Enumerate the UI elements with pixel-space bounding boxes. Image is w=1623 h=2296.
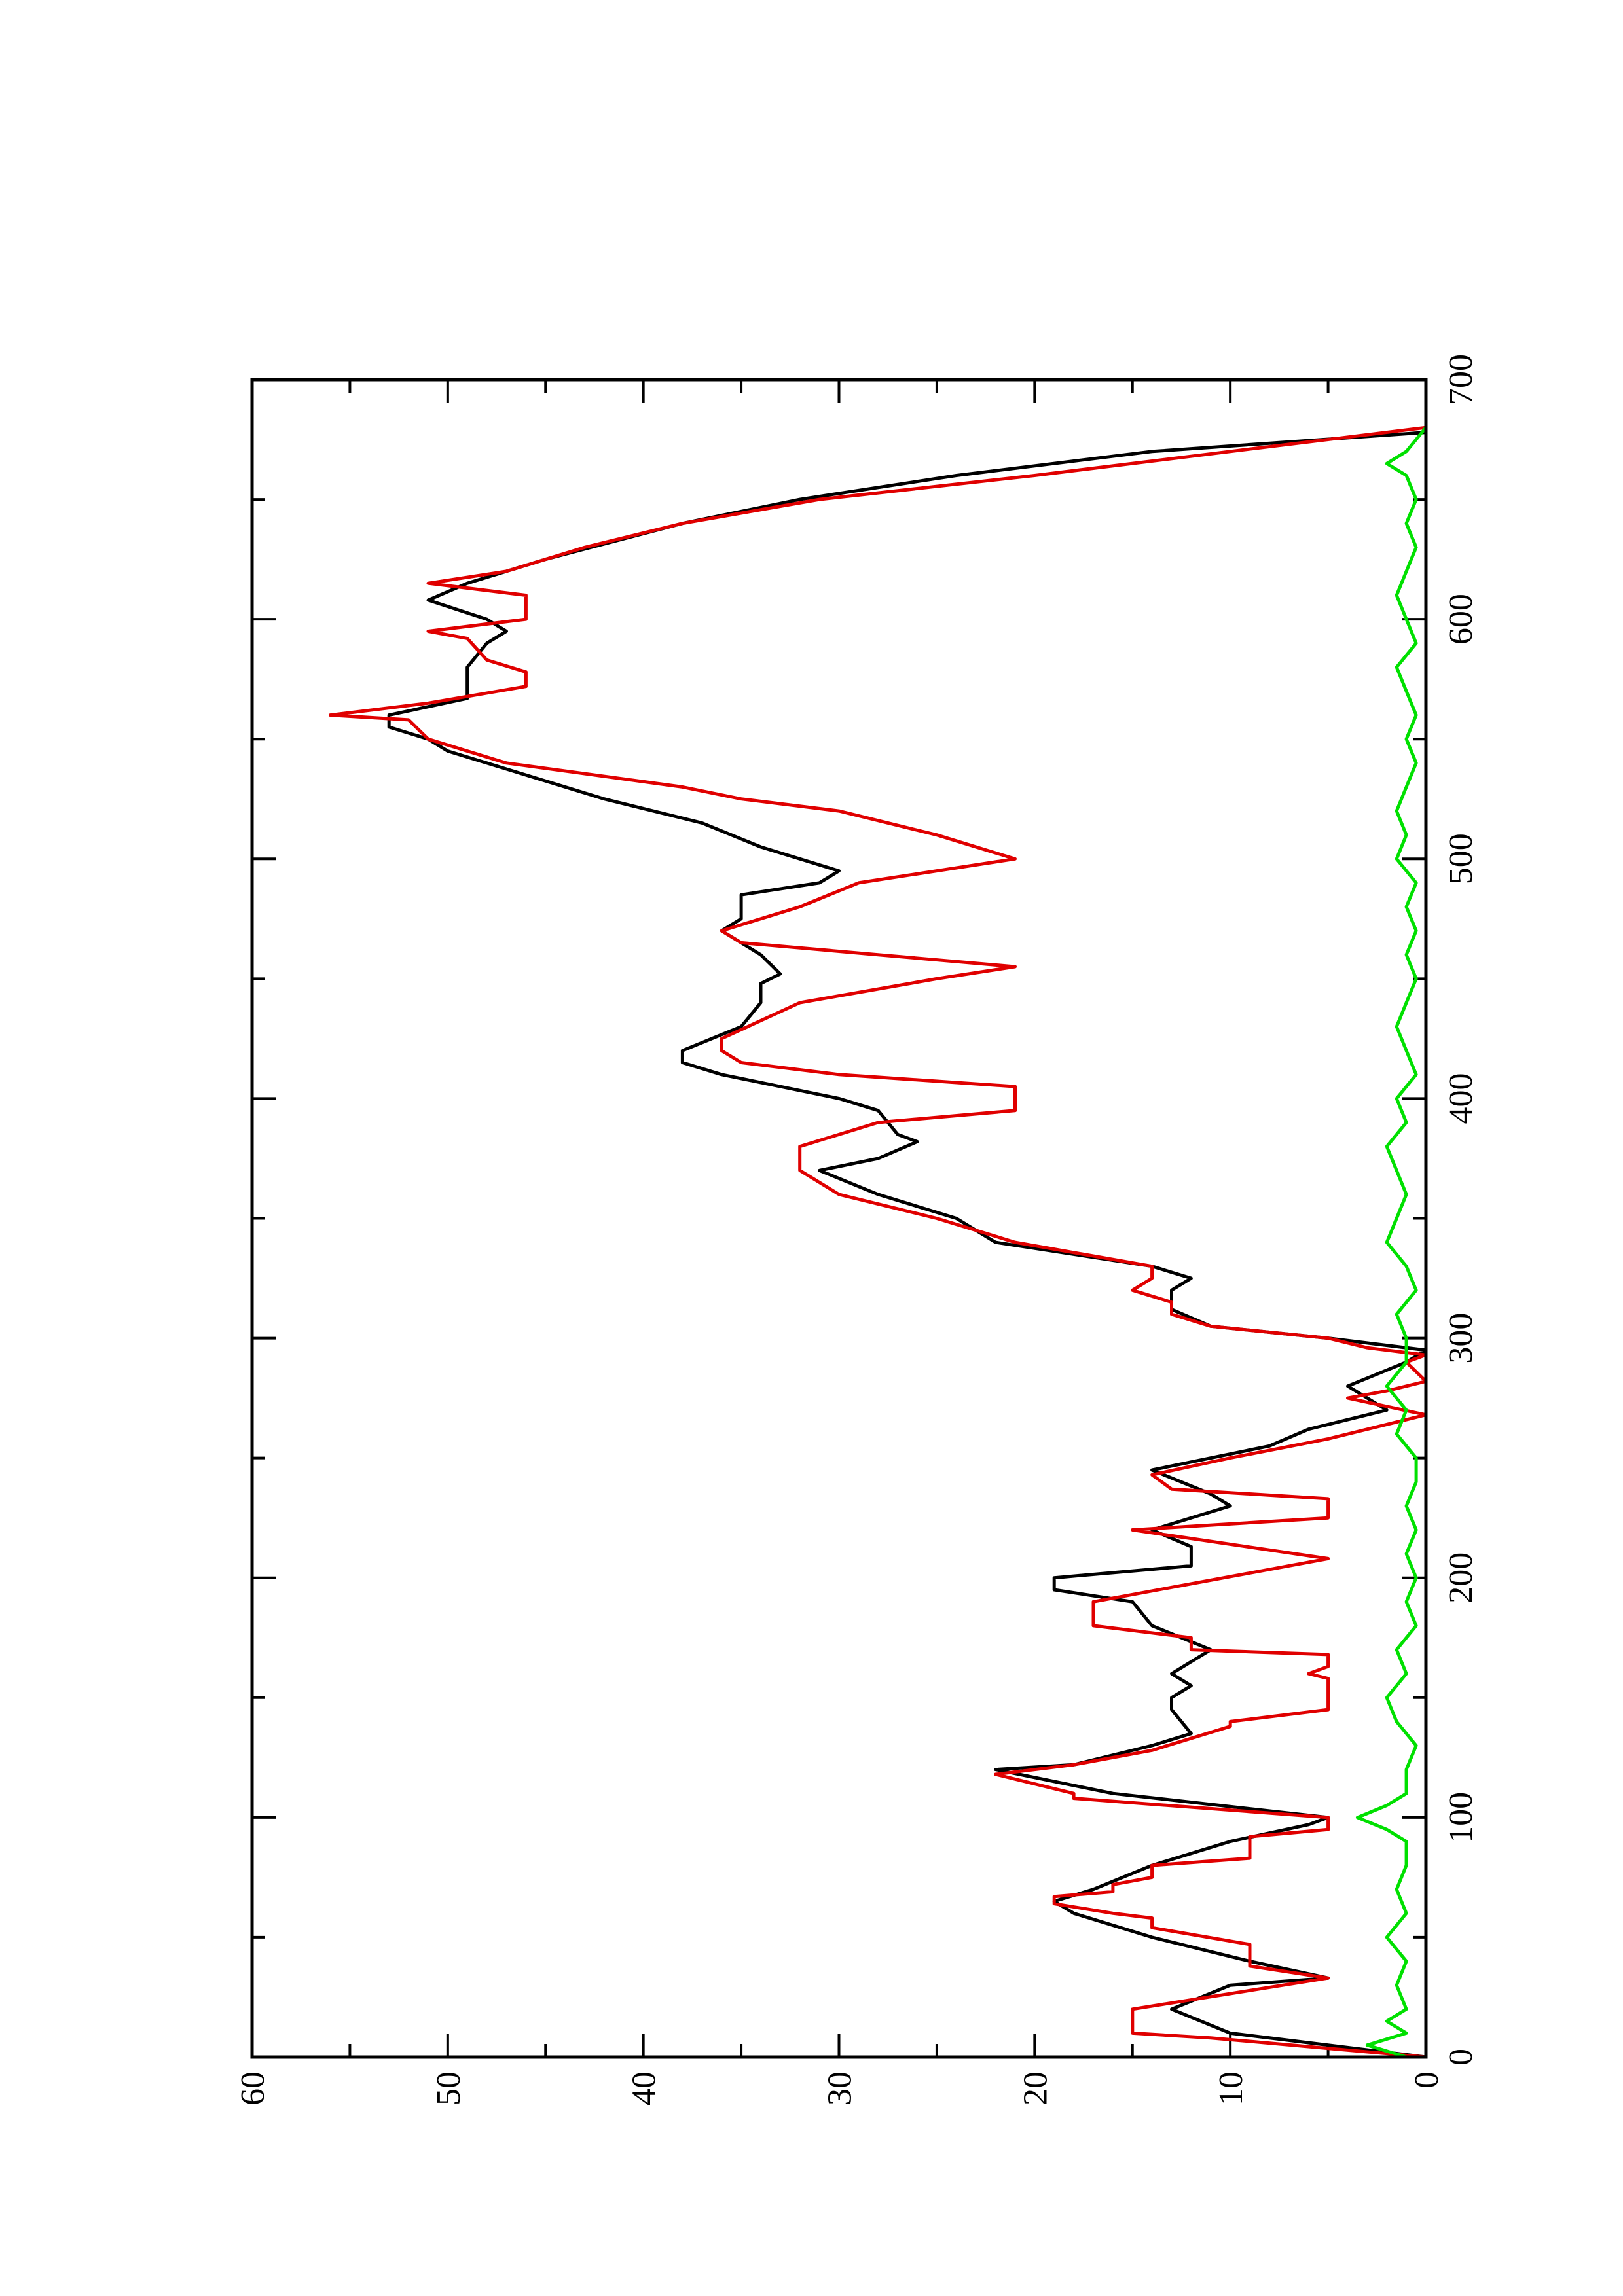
x-tick-label: 400 <box>1442 1073 1480 1124</box>
y-tick-label: 10 <box>1213 2072 1250 2106</box>
plot-frame <box>250 378 1428 2059</box>
x-tick-label: 700 <box>1442 354 1480 405</box>
x-tick-label: 500 <box>1442 833 1480 884</box>
x-tick-label: 600 <box>1442 594 1480 645</box>
y-tick-label: 60 <box>234 2072 272 2106</box>
x-tick-label: 300 <box>1442 1313 1480 1364</box>
rotated-plot: 0 100 200 300 400 500 600 700 0 10 20 30 40 50 60 <box>234 354 1480 2106</box>
series-line <box>1355 426 1427 2059</box>
y-tick-label: 40 <box>626 2072 663 2106</box>
y-tick-label: 0 <box>1408 2072 1446 2089</box>
y-tick-label: 50 <box>430 2072 467 2106</box>
y-tick-label: 30 <box>822 2072 859 2106</box>
series-line <box>329 425 1428 2059</box>
x-tick-label: 0 <box>1442 2049 1480 2066</box>
y-tick-label: 20 <box>1017 2072 1054 2106</box>
x-tick-label: 100 <box>1442 1792 1480 1843</box>
x-tick-label: 200 <box>1442 1552 1480 1604</box>
